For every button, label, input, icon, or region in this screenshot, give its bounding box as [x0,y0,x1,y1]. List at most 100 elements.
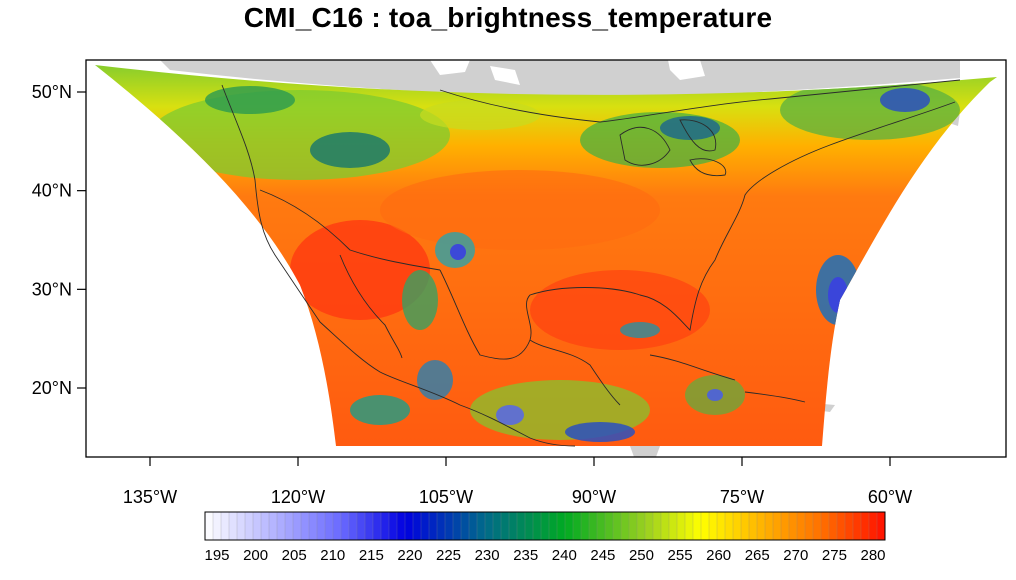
colorbar-bin [324,511,334,541]
colorbar-bin [660,511,670,541]
colorbar-bin [580,511,590,541]
colorbar-bin [868,511,878,541]
gulf-atlantic-coastline [439,101,956,360]
colorbar-bin [788,511,798,541]
colorbar-tick-label: 250 [629,547,654,564]
colorbar-bin [692,511,702,541]
colorbar-bin [652,511,662,541]
colorbar-tick-label: 215 [359,547,384,564]
colorbar-bin [220,511,230,541]
coastlines [221,79,961,447]
colorbar-bin [228,511,238,541]
colorbar-tick-label: 265 [745,547,770,564]
cold-cloud-northwest [310,132,390,168]
cold-cloud-northeast [880,88,930,112]
colorbar-bin [636,511,646,541]
great-lakes [619,119,727,177]
lat-tick-label: 30°N [32,279,72,299]
colorbar-bin [700,511,710,541]
colorbar-bin [740,511,750,541]
colorbar-bin [708,511,718,541]
colorbar-bin [340,511,350,541]
colorbar-bin [332,511,342,541]
colorbar-bin [308,511,318,541]
coldest-cloud-atlantic [828,277,848,313]
colorbar-tick-label: 245 [590,547,615,564]
lon-tick-label: 105°W [419,487,473,507]
colorbar-tick-label: 210 [320,547,345,564]
cloud-northwest-coast [205,86,295,114]
map-frame-border [85,59,1007,458]
latitude-axis: 50°N 40°N 30°N 20°N [32,82,86,398]
convection-sierra-madre-2 [402,270,438,330]
colorbar-tick-label: 230 [475,547,500,564]
colorbar-bin [516,511,526,541]
colorbar-bin [460,511,470,541]
colorbar-bin [596,511,606,541]
colorbar-tick-label: 255 [668,547,693,564]
colorbar-bin [380,511,390,541]
us-canada-border [439,79,961,123]
convection-pacific [350,395,410,425]
colorbar-tick-label: 225 [436,547,461,564]
colorbar-bin [612,511,622,541]
colorbar-bin [428,511,438,541]
colorbar-bin [852,511,862,541]
colorbar-bin [644,511,654,541]
colorbar-bin [844,511,854,541]
page-title: CMI_C16 : toa_brightness_temperature [243,2,773,33]
colorbar-tick-label: 200 [243,547,268,564]
colorbar-bin [724,511,734,541]
convection-core-1 [450,244,466,260]
colorbar-bin [756,511,766,541]
colorbar-bin [396,511,406,541]
colorbar-tick-label: 240 [552,547,577,564]
colorbar-bin [364,511,374,541]
colorbar-bin [548,511,558,541]
colorbar-bin [508,511,518,541]
colorbar-bin [476,511,486,541]
colorbar-bin [468,511,478,541]
colorbar-bin [500,511,510,541]
colorbar-bin [820,511,830,541]
colorbar-bin [540,511,550,541]
colorbar-bin [212,511,222,541]
colorbar-bin [828,511,838,541]
colorbar-bin [348,511,358,541]
colorbar-bin [260,511,270,541]
cold-cloud-great-lakes [660,116,720,140]
colorbar-bin [268,511,278,541]
land-gray-north [160,60,960,97]
colorbar-bin [620,511,630,541]
lon-tick-label: 135°W [123,487,177,507]
colorbar-bin [604,511,614,541]
colorbar-bin [732,511,742,541]
lon-tick-label: 75°W [720,487,764,507]
colorbar-bin [356,511,366,541]
hot-region-desert-southwest [290,220,430,320]
colorbar-bin [676,511,686,541]
lat-tick-label: 50°N [32,82,72,102]
colorbar-bin [804,511,814,541]
longitude-axis: 135°W 120°W 105°W 90°W 75°W 60°W [123,457,912,507]
colorbar-bin [300,511,310,541]
colorbar-tick-label: 260 [706,547,731,564]
colorbar-bin [388,511,398,541]
cloud-band-northwest [150,90,450,180]
colorbar-bin [556,511,566,541]
convection-core-2 [496,405,524,425]
colorbar-border [204,511,886,541]
colorbar-bin [812,511,822,541]
colorbar-bin [252,511,262,541]
colorbar-bin [244,511,254,541]
colorbar-bin [780,511,790,541]
colorbar-bin [668,511,678,541]
colorbar-bin [836,511,846,541]
colorbar-bin [372,511,382,541]
colorbar-bin [412,511,422,541]
colorbar-bin [764,511,774,541]
colorbar-bin [284,511,294,541]
cloud-northern-plains [420,100,540,130]
lat-tick-label: 40°N [32,181,72,201]
